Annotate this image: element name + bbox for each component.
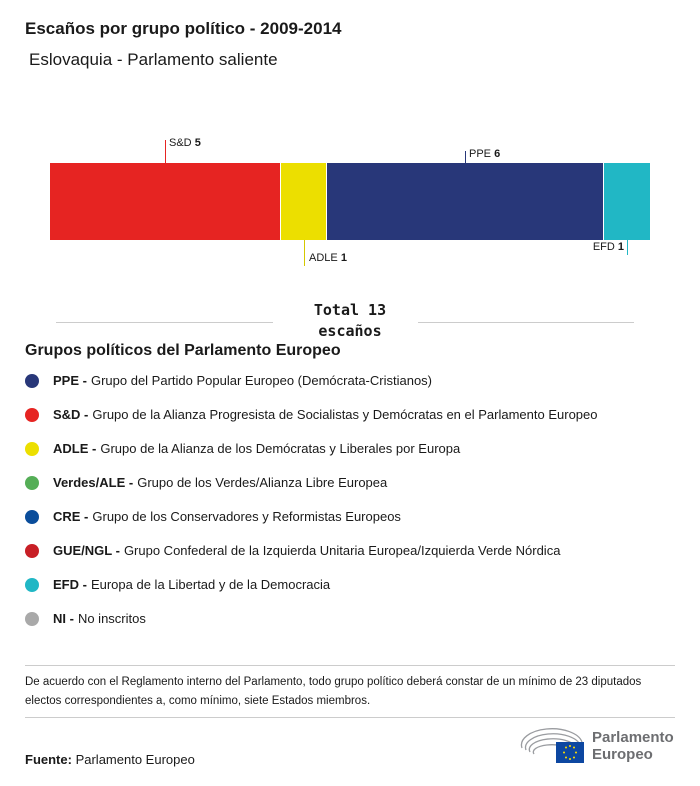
total-line-1: Total 13: [313, 301, 387, 319]
legend-abbr: EFD -: [53, 577, 87, 592]
bar-segment-adle: [280, 163, 326, 240]
legend-dot-icon: [25, 407, 39, 422]
source-label: Fuente:: [25, 752, 72, 767]
legend-desc: Grupo de la Alianza de los Demócratas y …: [100, 441, 461, 456]
legend-item: ADLE - Grupo de la Alianza de los Demócra…: [25, 441, 460, 456]
legend-dot-icon: [25, 509, 39, 524]
chart-subtitle: Eslovaquia - Parlamento saliente: [29, 50, 278, 69]
logo-text: Parlamento: [592, 729, 674, 746]
source: Fuente: Parlamento Europeo: [25, 752, 195, 767]
divider: [25, 665, 675, 666]
legend-desc: No inscritos: [77, 611, 146, 626]
legend-item: S&D - Grupo de la Alianza Progresista de …: [25, 407, 598, 422]
bar-segment-efd: [603, 163, 650, 240]
legend-desc: Grupo del Partido Popular Europeo (Demóc…: [90, 373, 433, 388]
logo-text: Europeo: [592, 746, 653, 763]
source-value: Parlamento Europeo: [75, 752, 195, 767]
legend-item: NI - No inscritos: [25, 611, 146, 626]
european-parliament-logo: Parlamento Europeo: [520, 728, 674, 764]
legend-item: GUE/NGL - Grupo Confederal de la Izquierd…: [25, 543, 560, 558]
legend-desc: Grupo de los Conservadores y Reformistas…: [92, 509, 401, 524]
label-leader-line: [304, 240, 305, 266]
divider: [25, 717, 675, 718]
legend-dot-icon: [25, 611, 39, 626]
legend-abbr: GUE/NGL -: [53, 543, 120, 558]
parliament-hemicycle-icon: [520, 728, 584, 763]
divider: [418, 322, 634, 323]
legend-item: CRE - Grupo de los Conservadores y Reform…: [25, 509, 401, 524]
legend-title: Grupos políticos del Parlamento Europeo: [25, 342, 341, 359]
label-leader-line: [165, 140, 166, 163]
stacked-bar-chart: S&D 5 ADLE 1 PPE 6 EFD 1: [0, 130, 700, 280]
legend-desc: Grupo de los Verdes/Alianza Libre Europe…: [137, 475, 388, 490]
legend-desc: Grupo de la Alianza Progresista de Socia…: [92, 407, 598, 422]
legend-dot-icon: [25, 475, 39, 490]
legend-abbr: NI -: [53, 611, 74, 626]
legend-dot-icon: [25, 577, 39, 592]
total-line-2: escaños: [318, 322, 382, 340]
data-label: ADLE 1: [309, 252, 347, 264]
legend-abbr: ADLE -: [53, 441, 97, 456]
divider: [56, 322, 273, 323]
legend-dot-icon: [25, 441, 39, 456]
chart-title: Escaños por grupo político - 2009-2014: [25, 19, 342, 38]
bar-segment-ppe: [326, 163, 603, 240]
legend-abbr: Verdes/ALE -: [53, 475, 134, 490]
footnote: De acuerdo con el Reglamento interno del…: [25, 676, 642, 707]
total-seats: Total 13 escaños: [290, 300, 410, 342]
legend-item: PPE - Grupo del Partido Popular Europeo (…: [25, 373, 432, 388]
legend-abbr: PPE -: [53, 373, 87, 388]
data-label: PPE 6: [469, 148, 501, 160]
legend-item: Verdes/ALE - Grupo de los Verdes/Alianza …: [25, 475, 387, 490]
legend-abbr: S&D -: [53, 407, 89, 422]
legend-dot-icon: [25, 543, 39, 558]
data-label: S&D 5: [169, 137, 201, 149]
legend-dot-icon: [25, 373, 39, 388]
bar-segment-sd: [50, 163, 280, 240]
legend-abbr: CRE -: [53, 509, 89, 524]
legend-desc: Grupo Confederal de la Izquierda Unitari…: [123, 543, 561, 558]
label-leader-line: [465, 151, 466, 163]
label-leader-line: [627, 240, 628, 255]
legend-item: EFD - Europa de la Libertad y de la Democ…: [25, 577, 330, 592]
data-label: EFD 1: [592, 241, 624, 253]
legend-desc: Europa de la Libertad y de la Democracia: [90, 577, 331, 592]
